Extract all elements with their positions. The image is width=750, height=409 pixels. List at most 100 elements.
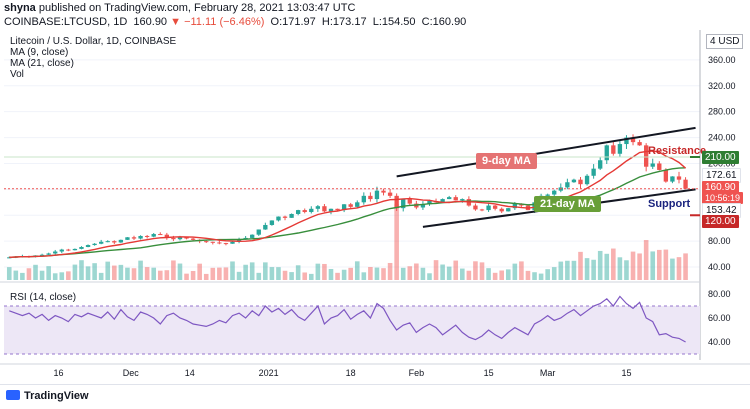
high-value: H:173.17: [321, 16, 367, 28]
candle-body: [420, 204, 426, 208]
volume-bar: [354, 261, 360, 280]
candle-body: [256, 229, 261, 235]
candle-body: [630, 137, 636, 143]
volume-bar: [683, 253, 688, 280]
open-value: O:171.97: [270, 16, 316, 28]
symbol-label: COINBASE:LTCUSD, 1D: [4, 16, 128, 28]
candle-body: [276, 216, 281, 221]
price-chart[interactable]: 40.0080.00120.00160.00200.00240.00280.00…: [0, 30, 750, 385]
candle-body: [295, 210, 301, 214]
volume-bar: [13, 270, 19, 280]
candle-body: [250, 234, 255, 238]
candle-body: [683, 179, 688, 189]
candle-body: [263, 224, 268, 230]
volume-bar: [676, 257, 682, 280]
volume-bar: [328, 268, 334, 280]
volume-bar: [656, 249, 662, 280]
volume-bar: [144, 267, 150, 280]
candle-body: [92, 243, 97, 246]
volume-bar: [453, 260, 459, 280]
rsi-tick-label: 60.00: [708, 313, 731, 323]
volume-bar: [85, 266, 91, 280]
tradingview-logo[interactable]: TradingView: [6, 390, 89, 402]
candle-body: [512, 203, 518, 209]
candle-body: [105, 241, 110, 243]
candle-body: [138, 235, 143, 239]
volume-bar: [558, 261, 564, 280]
time-tick-label: 15: [484, 368, 494, 378]
candle-body: [506, 208, 511, 212]
support-label: Support: [648, 198, 691, 210]
volume-bar: [400, 267, 406, 280]
candle-body: [302, 210, 307, 213]
volume-bar: [315, 263, 321, 280]
brand-label: TradingView: [24, 390, 89, 402]
candle-body: [151, 234, 156, 237]
rsi-band: [4, 306, 700, 354]
candle-body: [676, 176, 682, 180]
currency-label: USD: [718, 36, 740, 47]
volume-bar: [407, 266, 413, 280]
volume-bar: [670, 258, 675, 280]
volume-bar: [368, 267, 373, 280]
volume-bar: [276, 267, 281, 280]
volume-bar: [197, 263, 202, 280]
time-tick-label: 14: [185, 368, 195, 378]
candle-body: [328, 208, 334, 212]
volume-bar: [157, 270, 163, 280]
volume-bar: [112, 265, 117, 280]
publisher-name[interactable]: shyna: [4, 2, 36, 14]
volume-bar: [538, 273, 544, 280]
candle-body: [355, 202, 360, 207]
volume-bar: [203, 273, 209, 280]
volume-bar: [460, 268, 465, 280]
candle-body: [315, 206, 321, 209]
volume-bar: [505, 269, 511, 280]
candle-body: [348, 204, 353, 207]
volume-bar: [151, 267, 157, 280]
currency-selector[interactable]: 4 USD: [706, 34, 744, 49]
price-tick-label: 40.00: [708, 262, 731, 272]
candle-body: [282, 216, 288, 218]
candle-body: [341, 204, 347, 211]
volume-bar: [263, 262, 268, 280]
volume-bar: [335, 272, 340, 280]
candle-body: [473, 205, 478, 210]
volume-bar: [394, 204, 399, 280]
volume-bar: [118, 264, 124, 280]
volume-bar: [446, 266, 452, 280]
volume-bar: [617, 257, 623, 280]
close-value: C:160.90: [421, 16, 467, 28]
published-text: published on TradingView.com, February 2…: [38, 2, 356, 14]
candle-body: [177, 237, 183, 240]
chart-legend: Litecoin / U.S. Dollar, 1D, COINBASE MA …: [10, 36, 176, 80]
candle-body: [374, 190, 380, 200]
candle-body: [66, 249, 71, 251]
volume-bar: [249, 262, 255, 280]
volume-bar: [525, 270, 531, 280]
candle-body: [453, 197, 458, 201]
price-tick-label: 280.00: [708, 107, 736, 117]
candle-body: [144, 235, 150, 237]
candle-body: [578, 179, 583, 185]
candle-body: [591, 168, 596, 176]
low-value: L:154.50: [372, 16, 416, 28]
candle-body: [99, 241, 104, 244]
volume-bar: [105, 261, 111, 280]
candle-body: [236, 239, 242, 242]
volume-bar: [39, 270, 45, 280]
volume-bar: [177, 263, 183, 280]
volume-bar: [341, 269, 347, 280]
volume-bar: [52, 273, 58, 280]
volume-bar: [414, 263, 419, 280]
price-tick-label: 240.00: [708, 133, 736, 143]
rsi-line: [9, 295, 686, 343]
legend-ma9: MA (9, close): [10, 47, 69, 58]
volume-bar: [46, 266, 51, 280]
volume-bar: [269, 267, 275, 280]
volume-bar: [551, 267, 557, 280]
volume-bar: [604, 253, 610, 280]
time-tick-label: 15: [621, 368, 631, 378]
candle-body: [217, 242, 222, 244]
volume-bar: [499, 270, 505, 280]
